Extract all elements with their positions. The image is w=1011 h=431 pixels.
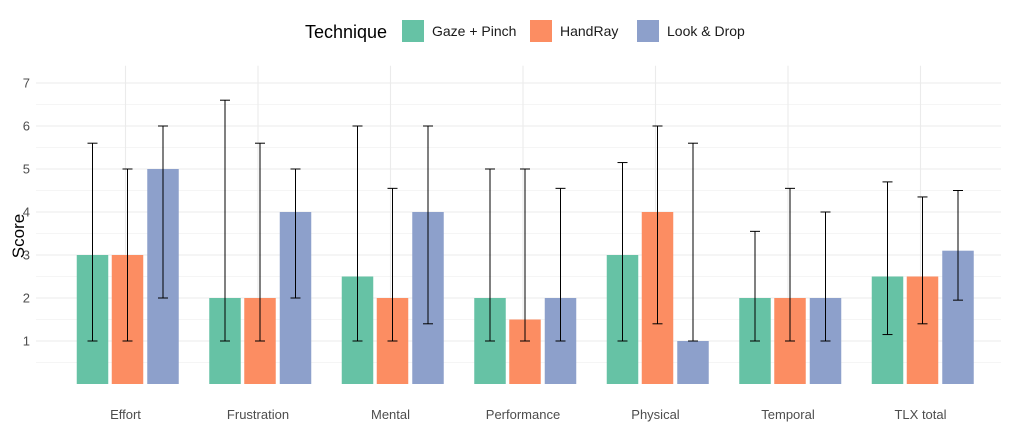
y-tick-label: 6 xyxy=(23,119,30,134)
legend-item-look-drop: Look & Drop xyxy=(637,20,745,42)
error-bar-look-drop xyxy=(423,125,433,325)
error-bar-gaze-pinch xyxy=(485,168,495,342)
error-bar-handray xyxy=(122,168,133,342)
legend-key-look-drop xyxy=(637,20,659,42)
error-bar-gaze-pinch xyxy=(750,230,760,342)
error-bar-gaze-pinch xyxy=(882,181,893,336)
y-axis-title: Score xyxy=(9,214,28,258)
x-tick-label: Frustration xyxy=(227,407,289,422)
y-tick-label: 2 xyxy=(23,291,30,306)
error-bar-look-drop xyxy=(688,142,698,342)
legend-item-handray: HandRay xyxy=(530,20,618,42)
error-bar-handray xyxy=(652,125,663,325)
legend-item-gaze-pinch: Gaze + Pinch xyxy=(402,20,516,42)
legend-label: Gaze + Pinch xyxy=(432,23,516,39)
error-bar-gaze-pinch xyxy=(617,162,628,342)
legend-title: Technique xyxy=(305,22,387,42)
error-bar-handray xyxy=(255,142,265,342)
legend: Technique Gaze + Pinch HandRay Look & Drop xyxy=(305,20,745,42)
x-axis-ticks: Effort Frustration Mental Performance Physic… xyxy=(110,407,947,422)
y-tick-label: 1 xyxy=(23,334,30,349)
x-tick-label: Temporal xyxy=(761,407,815,422)
y-tick-label: 3 xyxy=(23,248,30,263)
y-axis-ticks: 1 2 3 4 5 6 7 xyxy=(23,76,30,349)
legend-key-gaze-pinch xyxy=(402,20,424,42)
error-bars xyxy=(87,99,963,342)
legend-items: Gaze + Pinch HandRay Look & Drop xyxy=(402,20,745,42)
x-tick-label: Mental xyxy=(371,407,410,422)
error-bar-handray xyxy=(917,196,928,325)
error-bar-gaze-pinch xyxy=(352,125,363,342)
x-tick-label: Performance xyxy=(486,407,560,422)
y-tick-label: 7 xyxy=(23,76,30,91)
error-bar-look-drop xyxy=(953,190,963,301)
error-bar-look-drop xyxy=(158,125,168,299)
error-bar-handray xyxy=(785,187,795,342)
x-tick-label: TLX total xyxy=(894,407,946,422)
error-bar-look-drop xyxy=(290,168,301,299)
legend-label: HandRay xyxy=(560,23,618,39)
legend-label: Look & Drop xyxy=(667,23,745,39)
error-bar-handray xyxy=(387,187,398,342)
error-bar-gaze-pinch xyxy=(220,99,230,342)
bar-look-drop xyxy=(677,341,709,384)
x-tick-label: Physical xyxy=(631,407,680,422)
y-tick-label: 5 xyxy=(23,162,30,177)
x-tick-label: Effort xyxy=(110,407,141,422)
error-bar-handray xyxy=(520,168,530,342)
error-bar-look-drop xyxy=(820,211,831,342)
error-bar-look-drop xyxy=(555,187,566,342)
grid xyxy=(36,65,1001,384)
error-bar-gaze-pinch xyxy=(87,142,98,342)
y-tick-label: 4 xyxy=(23,205,30,220)
legend-key-handray xyxy=(530,20,552,42)
